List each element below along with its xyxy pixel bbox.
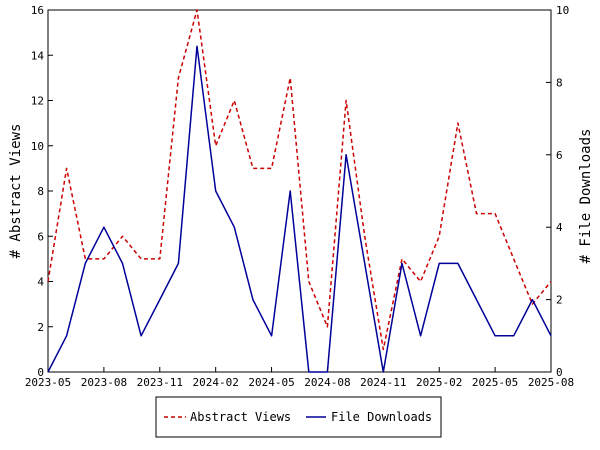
y-axis-right: 0 2 4 6 8 10: [546, 4, 569, 379]
y-right-tick-label: 4: [556, 221, 563, 234]
y-right-tick-label: 8: [556, 76, 563, 89]
y-right-tick-label: 10: [556, 4, 569, 17]
x-tick-label: 2023-11: [137, 376, 183, 389]
x-tick-label: 2025-08: [528, 376, 574, 389]
y-right-tick-label: 6: [556, 149, 563, 162]
y-right-tick-label: 0: [556, 366, 563, 379]
y-left-tick-label: 12: [31, 95, 44, 108]
y-right-tick-label: 2: [556, 294, 563, 307]
y-axis-right-title: # File Downloads: [578, 129, 594, 264]
y-left-tick-label: 10: [31, 140, 44, 153]
x-tick-label: 2025-05: [472, 376, 518, 389]
legend-label-abstract-views: Abstract Views: [190, 410, 291, 424]
y-left-tick-label: 4: [37, 276, 44, 289]
x-tick-label: 2024-05: [248, 376, 294, 389]
y-left-tick-label: 0: [37, 366, 44, 379]
series-lines: [47, 9, 552, 373]
x-tick-label: 2023-08: [81, 376, 127, 389]
y-left-tick-label: 8: [37, 185, 44, 198]
x-tick-label: 2023-05: [25, 376, 71, 389]
y-left-tick-label: 6: [37, 230, 44, 243]
y-axis-left: 0 2 4 6 8 10 12 14 16: [31, 4, 53, 379]
x-tick-label: 2025-02: [416, 376, 462, 389]
legend: Abstract Views File Downloads: [155, 396, 442, 438]
legend-label-file-downloads: File Downloads: [331, 410, 432, 424]
series-line-file-downloads: [47, 45, 552, 373]
x-axis: 2023-05 2023-08 2023-11 2024-02 2024-05 2024-…: [25, 367, 574, 389]
y-left-tick-label: 16: [31, 4, 44, 17]
x-tick-label: 2024-08: [304, 376, 350, 389]
x-tick-label: 2024-11: [360, 376, 406, 389]
x-tick-label: 2024-02: [192, 376, 238, 389]
legend-box: [155, 396, 442, 438]
y-left-tick-label: 14: [31, 49, 45, 62]
series-line-abstract-views: [47, 9, 552, 351]
plot-area: [47, 9, 552, 373]
y-left-tick-label: 2: [37, 321, 44, 334]
y-axis-left-title: # Abstract Views: [8, 124, 24, 259]
